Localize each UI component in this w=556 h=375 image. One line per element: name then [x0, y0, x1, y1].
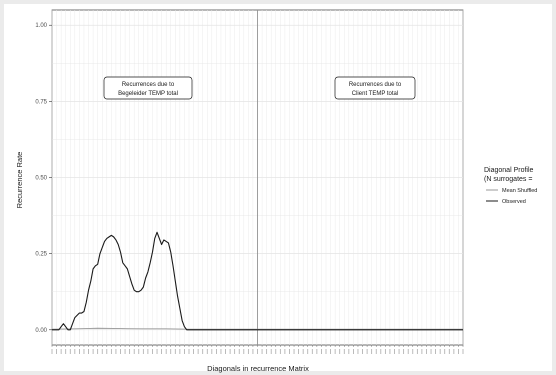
annotation-right: Recurrences due to Client TEMP total — [334, 76, 416, 100]
y-tick-label: 0.75 — [35, 99, 47, 105]
legend: Diagonal Profile (N surrogates = Mean Sh… — [484, 167, 537, 205]
annotation-left: Recurrences due to Begeleider TEMP total — [103, 76, 193, 100]
grid — [51, 10, 464, 345]
annotation-right-box — [334, 76, 416, 100]
series-line-mean-shuffled — [51, 327, 463, 330]
annotation-right-line2: Client TEMP total — [352, 91, 398, 97]
x-axis-title: Diagonals in recurrence Matrix — [207, 364, 309, 373]
y-tick-label: 0.50 — [35, 176, 47, 182]
y-axis-title: Recurrence Rate — [15, 152, 24, 209]
x-ticks — [51, 345, 464, 354]
y-tick-label: 0.00 — [35, 328, 47, 334]
annotation-left-box — [103, 76, 193, 100]
legend-label-observed: Observed — [502, 199, 526, 205]
y-tick-label: 0.25 — [35, 252, 47, 258]
legend-title-line2: (N surrogates = — [484, 176, 532, 183]
series-line-observed — [52, 231, 463, 331]
legend-title-line1: Diagonal Profile — [484, 167, 534, 174]
y-ticks: 0.00 0.25 0.50 0.75 1.00 — [35, 23, 52, 334]
y-tick-label: 1.00 — [35, 23, 47, 29]
series-group — [51, 231, 463, 331]
annotation-left-line1: Recurrences due to — [122, 82, 175, 88]
annotation-left-line2: Begeleider TEMP total — [118, 91, 178, 97]
legend-label-mean-shuffled: Mean Shuffled — [502, 188, 537, 194]
annotation-right-line1: Recurrences due to — [349, 82, 402, 88]
